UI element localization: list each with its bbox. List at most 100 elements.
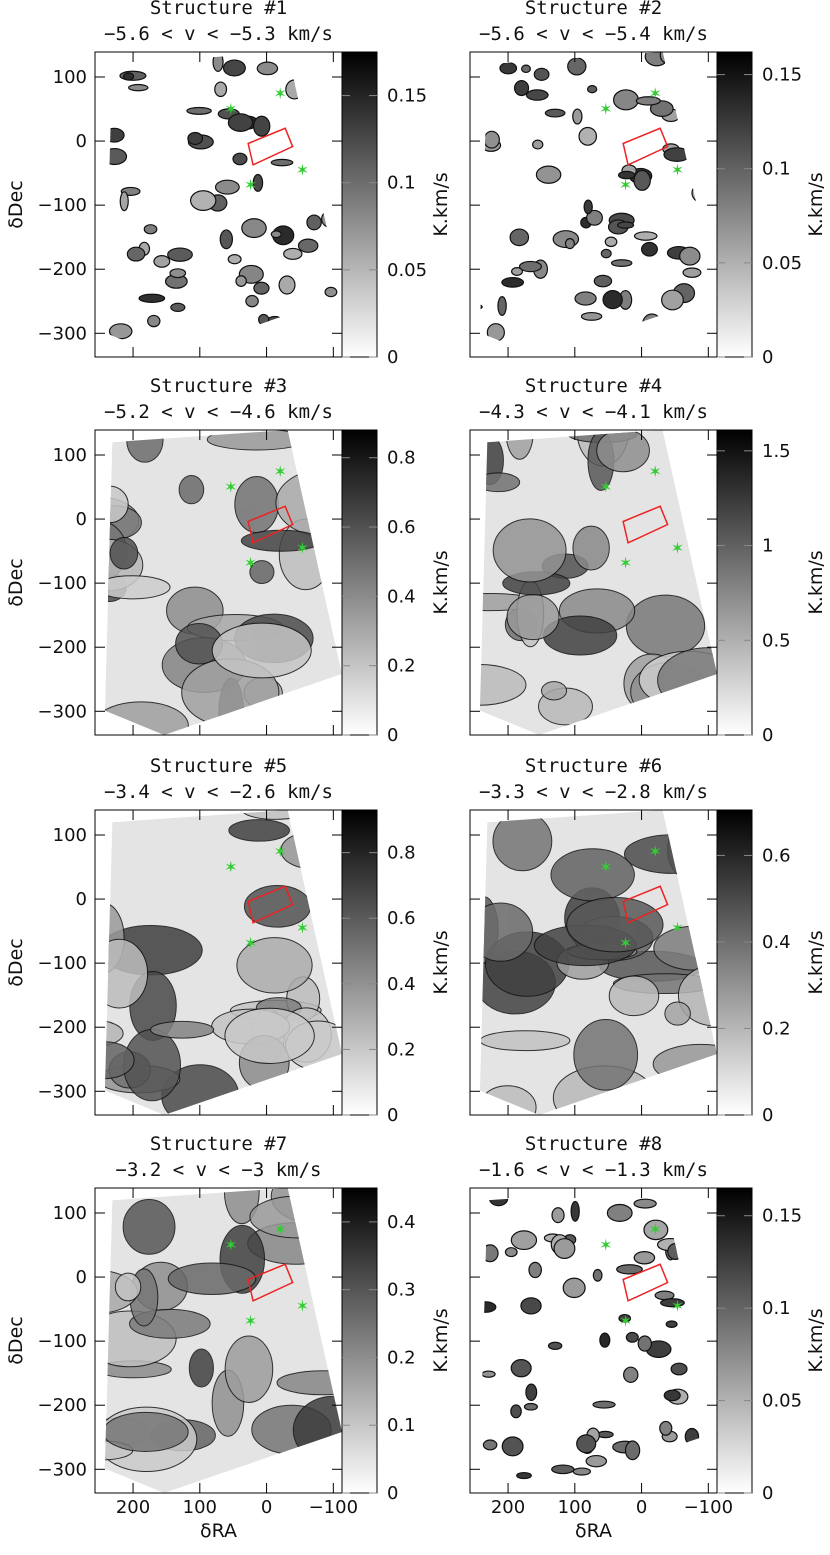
map-blob	[625, 1331, 639, 1343]
map-blob	[510, 1404, 522, 1419]
map-blob	[156, 52, 170, 60]
map-blob	[623, 834, 717, 874]
map-blob	[576, 1434, 597, 1454]
map-blob	[551, 1207, 565, 1224]
map-blob	[481, 1370, 496, 1378]
map-blob	[283, 247, 303, 260]
map-blob	[167, 1262, 257, 1296]
star-marker: ✶	[649, 842, 662, 861]
colorbar-tick-label: 0	[387, 725, 398, 746]
map	[104, 52, 342, 357]
y-axis-label: δDec	[5, 938, 27, 986]
colorbar-tick-label: 0.6	[762, 845, 791, 866]
map-blob	[104, 147, 128, 166]
map-blob	[547, 1341, 563, 1350]
star-marker: ✶	[671, 538, 684, 557]
map-blob	[280, 831, 342, 870]
colorbar-tick-label: 0.1	[387, 173, 416, 194]
y-tick-label: −300	[38, 701, 87, 722]
colorbar-tick-label: 1	[762, 536, 773, 557]
colorbar-tick-label: 0.4	[387, 1212, 416, 1233]
y-tick-label: 0	[76, 1267, 87, 1288]
y-tick-label: 0	[76, 131, 87, 152]
map-blob	[596, 430, 650, 473]
map-blob	[550, 848, 635, 902]
map-blob	[238, 335, 251, 345]
y-tick-label: −200	[38, 1017, 87, 1038]
region-outline	[622, 127, 669, 166]
map-blob	[257, 330, 274, 348]
map-blob	[663, 1389, 681, 1402]
map-blob	[123, 72, 135, 81]
star-marker: ✶	[244, 1312, 257, 1331]
colorbar-tick-label: 0.3	[387, 1280, 416, 1301]
map-blob	[234, 476, 279, 534]
colorbar-tick-label: 0.1	[762, 1298, 791, 1319]
map-blob	[604, 236, 618, 248]
map-blob	[310, 319, 332, 340]
y-tick-label: −100	[38, 953, 87, 974]
colorbar	[341, 809, 378, 1116]
map-blob	[497, 296, 507, 316]
map-blob	[659, 52, 671, 63]
map-blob	[608, 975, 660, 1017]
map-blob	[670, 77, 685, 95]
colorbar-tick-label: 0.2	[387, 656, 416, 677]
map-blob	[573, 1018, 639, 1091]
map-blob	[228, 819, 290, 842]
colorbar-label: K.km/s	[805, 1308, 827, 1372]
region-outline	[247, 127, 294, 166]
map-blob	[675, 1451, 700, 1461]
map-blob	[659, 1420, 673, 1436]
star-marker: ✶	[274, 1220, 287, 1239]
map-blob	[219, 229, 234, 250]
y-tick-label: −300	[38, 1459, 87, 1480]
map-blob	[310, 94, 324, 115]
map-blob	[533, 67, 550, 81]
star-marker: ✶	[224, 1235, 237, 1254]
colorbar	[341, 1187, 378, 1494]
map	[104, 430, 342, 735]
map-blob	[681, 1211, 692, 1231]
colorbar	[341, 51, 378, 358]
map-blob	[618, 1313, 632, 1323]
colorbar-tick-label: 0.4	[387, 586, 416, 607]
star-marker: ✶	[599, 99, 612, 118]
map-blob	[699, 70, 712, 79]
map-blob	[167, 247, 193, 262]
map	[479, 52, 717, 357]
map-blob	[572, 525, 610, 571]
map-blob	[516, 1471, 532, 1480]
map-blob	[222, 59, 246, 77]
panel: Structure #1 −5.6 < v < −5.3 km/s ✶ ✶ ✶ ✶ −300…	[5, 0, 452, 368]
map-blob	[586, 85, 598, 94]
star-marker: ✶	[649, 1220, 662, 1239]
colorbar	[716, 429, 753, 736]
map-blob	[668, 60, 682, 70]
panel-subtitle: −5.6 < v < −5.4 km/s	[479, 23, 708, 45]
colorbar-tick-label: 0	[762, 1483, 773, 1504]
map-blob	[126, 430, 164, 463]
map-blob	[501, 277, 525, 288]
map-blob	[310, 53, 336, 64]
x-tick-label: −100	[684, 1497, 733, 1518]
map-blob	[126, 246, 146, 262]
colorbar-label: K.km/s	[805, 550, 827, 614]
map-blob	[104, 575, 171, 600]
map-blob	[705, 1435, 717, 1456]
y-tick-label: −300	[38, 1081, 87, 1102]
map-blob	[664, 1001, 691, 1026]
colorbar-tick-label: 0.4	[762, 932, 791, 953]
colorbar-label: K.km/s	[430, 930, 452, 994]
map-blob	[324, 286, 338, 298]
map-blob	[567, 57, 587, 76]
panel-subtitle: −5.6 < v < −5.3 km/s	[104, 23, 333, 45]
map-blob	[114, 1272, 142, 1302]
map-blob	[610, 259, 633, 268]
panel: Structure #6 −3.3 < v < −2.8 km/s ✶ ✶ ✶ ✶ 0 0.2…	[469, 755, 827, 1126]
map-blob	[499, 61, 518, 75]
colorbar-tick-label: 0	[762, 1105, 773, 1126]
star-marker: ✶	[671, 918, 684, 937]
map-blob	[649, 100, 674, 117]
